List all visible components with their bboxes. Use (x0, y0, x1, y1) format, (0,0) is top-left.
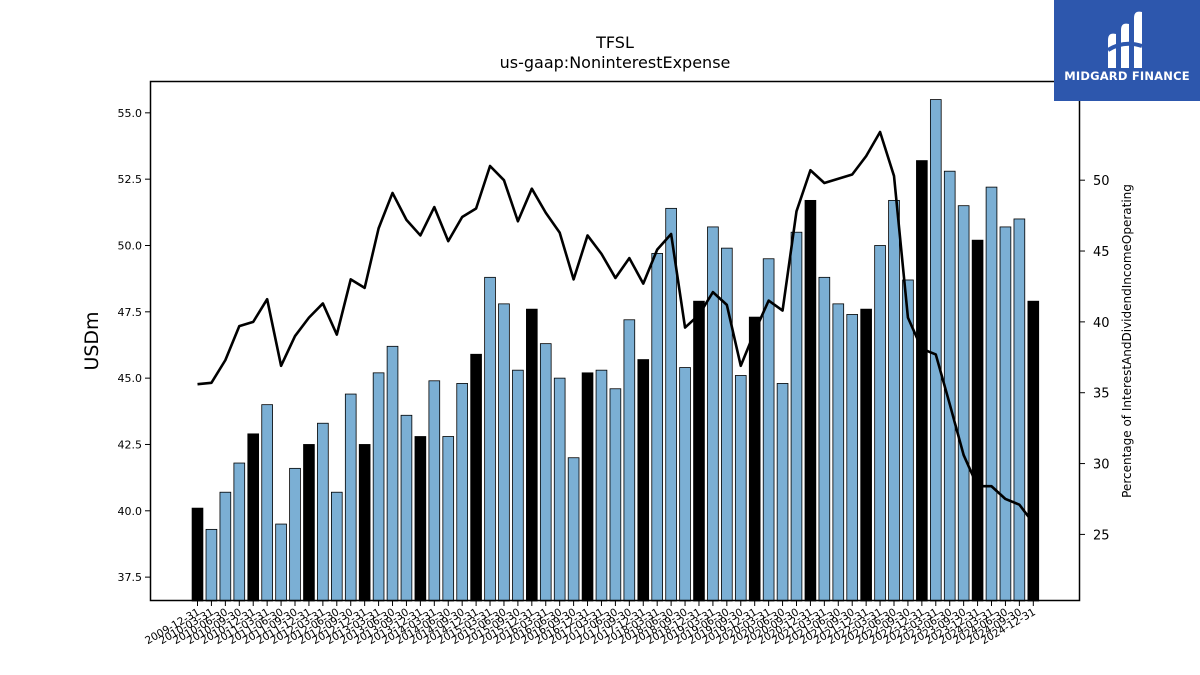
bar-2010-09-30 (233, 462, 246, 602)
bar-2013-09-30 (400, 414, 413, 602)
bar-2024-06-30 (999, 226, 1012, 602)
y-axis-label: USDm (81, 311, 103, 370)
bar-2014-12-31 (470, 353, 482, 602)
bar-2012-06-30 (330, 491, 343, 602)
bar-2017-09-30 (623, 319, 636, 602)
bar-2010-12-31 (247, 433, 260, 602)
plot-frame (149, 80, 1081, 602)
bar-2011-03-31 (261, 404, 273, 602)
bar-2021-09-30 (846, 314, 859, 602)
bar-2013-12-31 (414, 436, 427, 602)
y2-tick-label: 30 (1093, 458, 1110, 473)
bar-2013-06-30 (386, 345, 399, 602)
bar-2020-12-31 (804, 199, 817, 602)
y-tick-label: 42.5 (118, 438, 143, 451)
bar-2020-06-30 (776, 383, 789, 602)
bar-2024-12-31 (1027, 300, 1040, 602)
bar-2011-12-31 (303, 444, 315, 602)
chart-subtitle: us-gaap:NoninterestExpense (500, 53, 731, 72)
bar-2010-06-30 (219, 491, 232, 602)
bar-2017-12-31 (637, 359, 650, 602)
bar-2014-09-30 (456, 383, 468, 602)
y2-tick-label: 25 (1093, 528, 1110, 543)
y-tick-label: 52.5 (118, 173, 143, 186)
bar-2022-03-31 (874, 245, 886, 602)
y-tick-label: 55.0 (118, 107, 143, 120)
line-group (197, 130, 1035, 524)
bar-2024-03-31 (985, 186, 998, 602)
bar-2012-12-31 (358, 444, 371, 602)
bar-2022-06-30 (888, 199, 900, 602)
bar-2023-03-31 (929, 99, 942, 602)
bar-2021-06-30 (832, 303, 845, 602)
bar-2024-09-30 (1013, 218, 1026, 602)
y-tick-label: 45.0 (118, 372, 143, 385)
bar-2012-09-30 (344, 393, 357, 602)
percentage-line (197, 130, 1035, 524)
logo-mark-icon (1106, 11, 1143, 69)
bar-2016-12-31 (581, 372, 594, 602)
bar-2012-03-31 (317, 422, 329, 602)
y2-tick-label: 35 (1093, 387, 1110, 402)
x-axis: 2009-12-312010-03-312010-06-302010-09-30… (143, 601, 1038, 647)
bar-2015-09-30 (512, 369, 524, 602)
bar-2020-09-30 (790, 231, 803, 602)
bar-2021-12-31 (860, 308, 872, 602)
right-axis: 25 30 35 40 45 50 (1080, 174, 1110, 543)
bar-2018-12-31 (693, 300, 705, 602)
chart-title: TFSL (595, 33, 634, 52)
bar-2017-06-30 (609, 388, 622, 602)
y-tick-label: 37.5 (118, 571, 143, 584)
bar-2016-09-30 (567, 457, 580, 602)
bar-2018-09-30 (679, 367, 691, 602)
bars-group (191, 99, 1040, 602)
bar-2015-03-31 (484, 276, 496, 602)
y-tick-label: 50.0 (118, 239, 143, 252)
y2-axis-label: Percentage of InterestAndDividendIncomeO… (1120, 184, 1134, 498)
bar-2023-09-30 (957, 205, 970, 602)
bar-2017-03-31 (595, 369, 608, 602)
bar-2016-06-30 (553, 377, 566, 602)
bar-2014-06-30 (442, 436, 455, 602)
bar-2016-03-31 (539, 343, 552, 602)
bar-2010-03-31 (205, 528, 218, 602)
left-axis: 37.5 40.0 42.5 45.0 47.5 50.0 52.5 55.0 (118, 107, 150, 584)
bar-2022-12-31 (916, 160, 928, 602)
bar-2023-12-31 (971, 239, 984, 602)
bar-2009-12-31 (191, 507, 204, 602)
bar-2019-03-31 (707, 226, 719, 602)
bar-2011-09-30 (289, 467, 301, 602)
bar-2021-03-31 (818, 276, 831, 602)
bar-2019-12-31 (748, 316, 761, 602)
y-tick-label: 40.0 (118, 505, 143, 518)
y2-tick-label: 45 (1093, 245, 1110, 260)
brand-logo: MIDGARD FINANCE (1054, 0, 1200, 101)
y2-tick-label: 50 (1093, 174, 1110, 189)
bar-2019-09-30 (734, 375, 747, 602)
y-tick-label: 47.5 (118, 306, 143, 319)
y2-tick-label: 40 (1093, 316, 1110, 331)
bar-2011-06-30 (275, 523, 287, 602)
bar-2018-03-31 (651, 253, 663, 602)
bar-2014-03-31 (428, 380, 441, 602)
bar-2015-12-31 (526, 308, 538, 602)
brand-name: MIDGARD FINANCE (1064, 69, 1190, 83)
bar-2015-06-30 (498, 303, 510, 602)
bar-2013-03-31 (372, 372, 385, 602)
